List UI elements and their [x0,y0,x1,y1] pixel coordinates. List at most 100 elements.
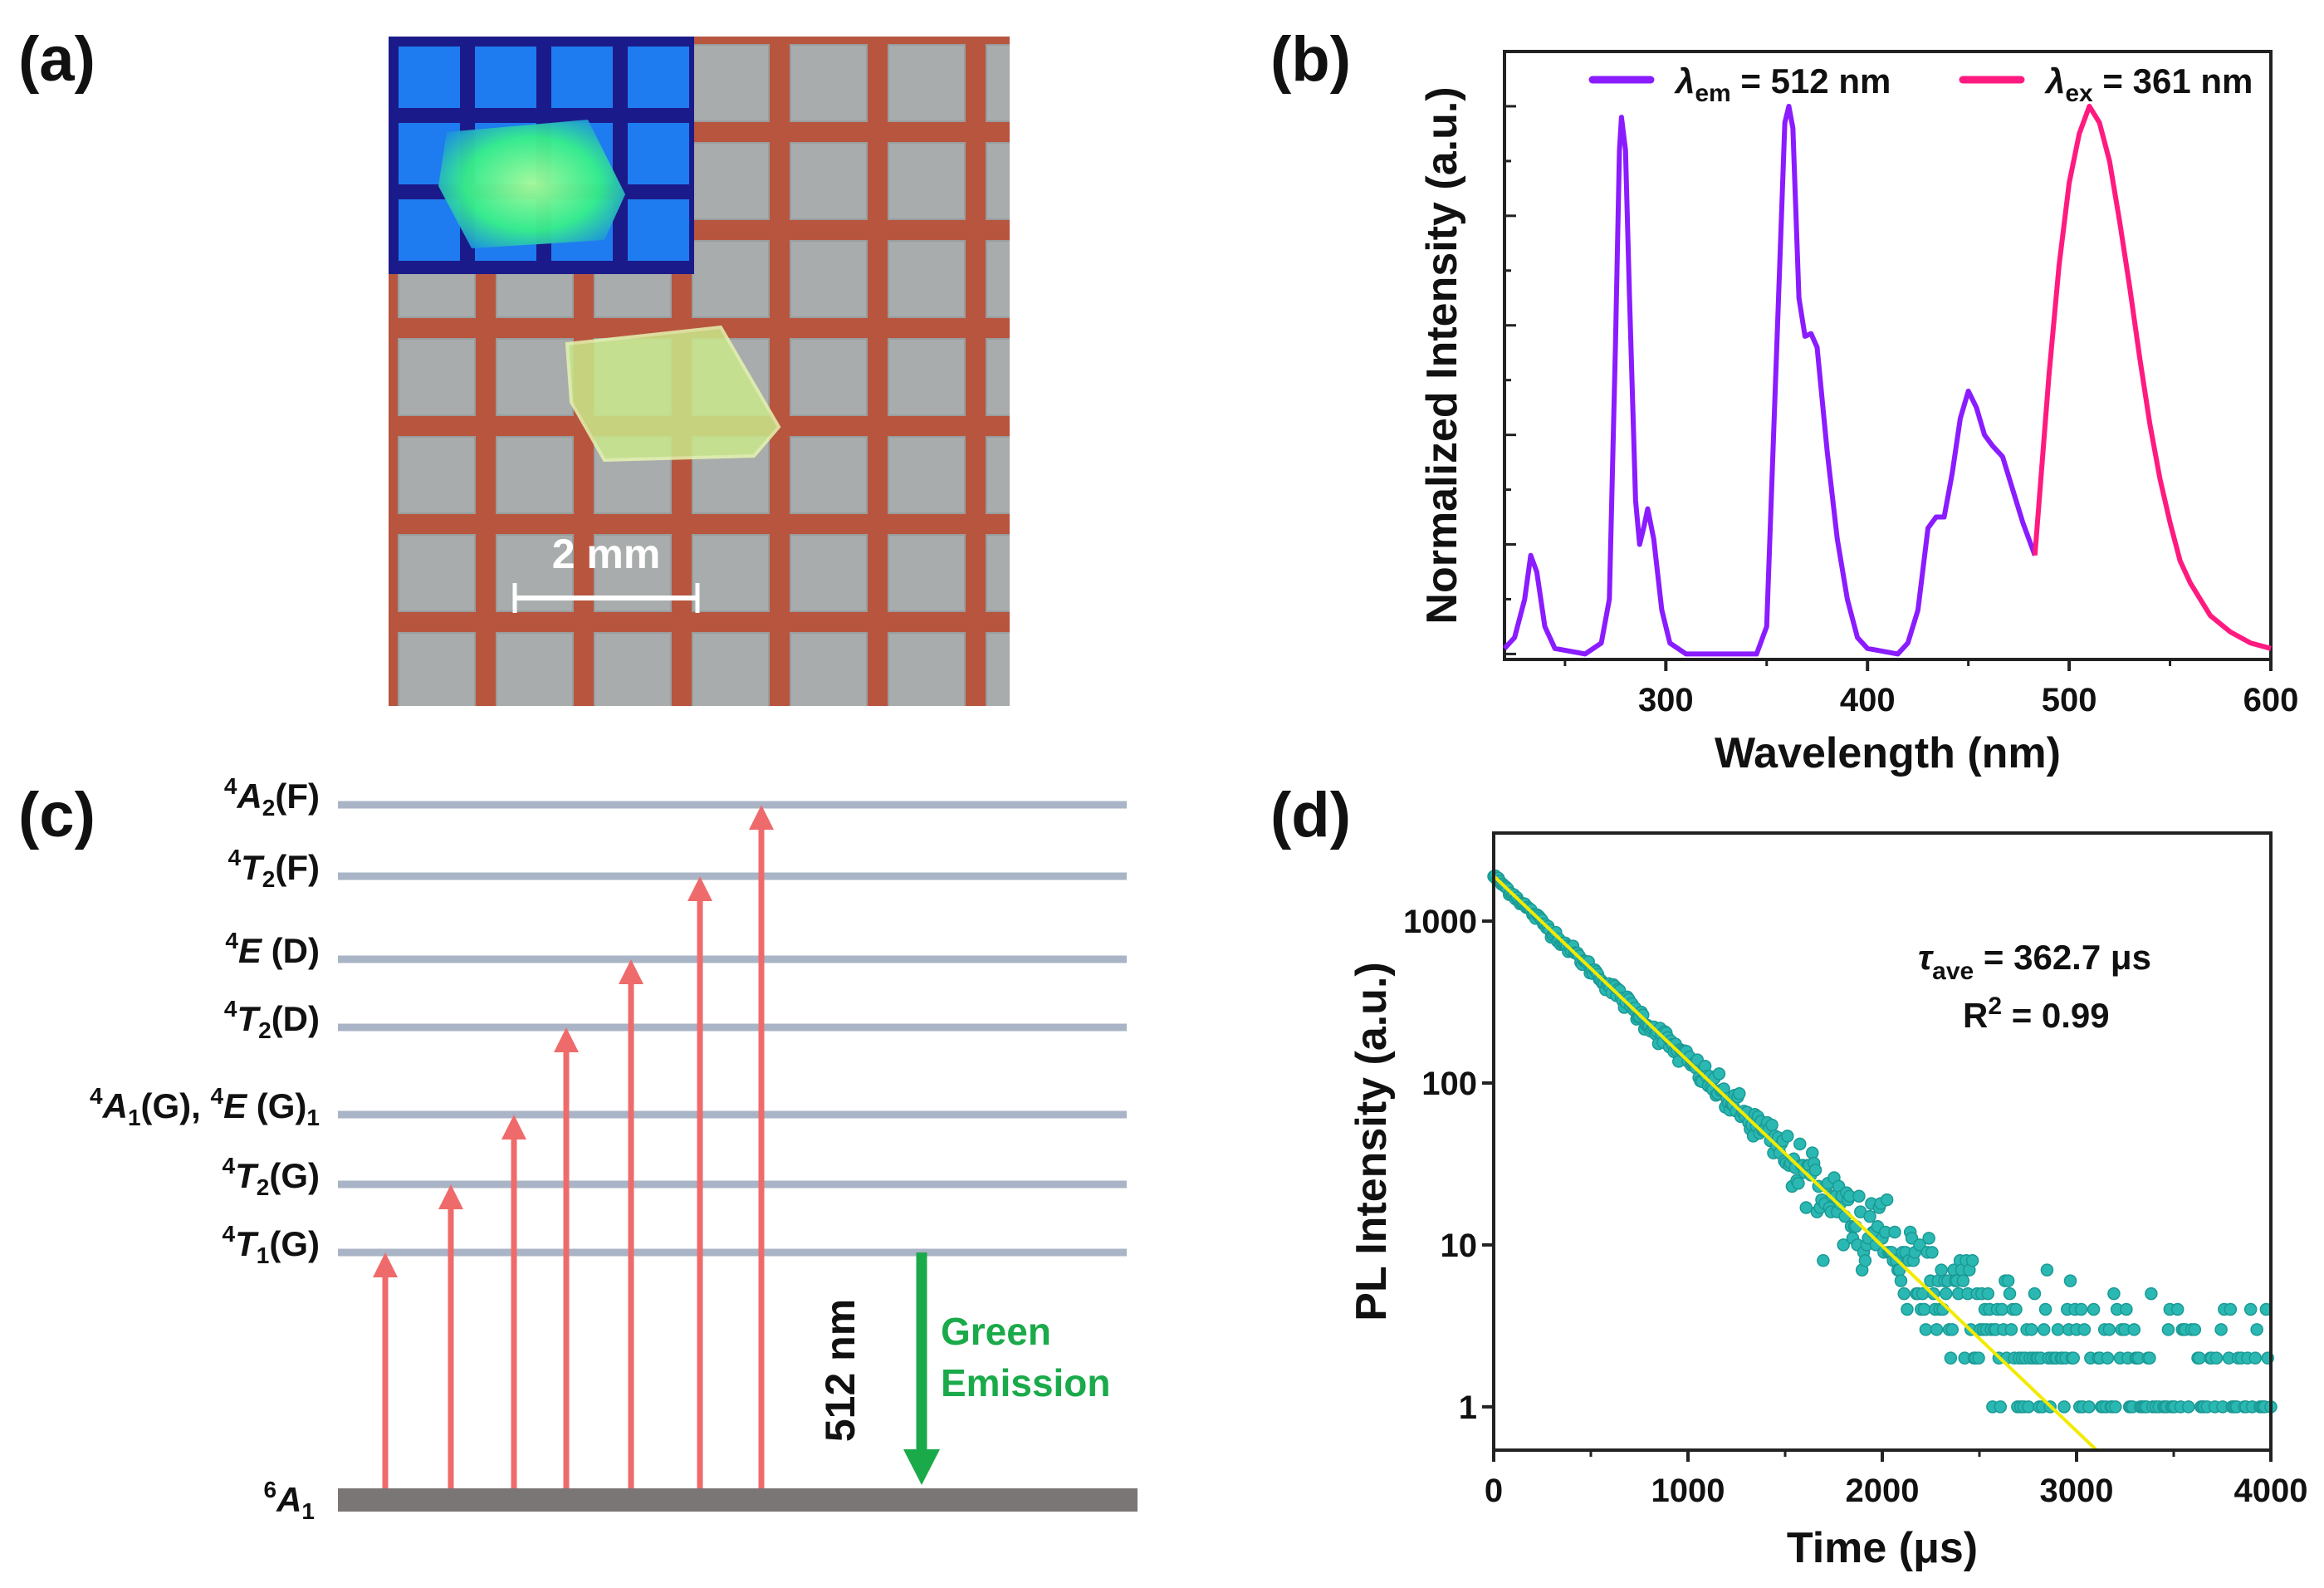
data-point [2038,1302,2052,1316]
data-point [1792,1177,1805,1190]
data-point [1817,1254,1830,1267]
grid-square [398,338,476,416]
series-line-ex [2032,103,2272,651]
level-label-part: 6 [263,1477,277,1502]
level-label-part: T [241,848,262,887]
level-label-part: T [237,999,259,1038]
grid-square [986,534,1010,612]
data-point [1837,1238,1850,1252]
grid-square [986,436,1010,514]
data-point [1981,1287,1995,1301]
grid-square [790,240,868,318]
glowing-crystal [438,120,625,248]
grid-square [692,240,770,318]
data-point [2051,1323,2065,1336]
green-emission-label: Green Emission [941,1306,1111,1409]
level-label-part: A [237,777,262,816]
level-label-part: (G) [269,1224,320,1263]
x-tick-label: 4000 [2234,1473,2308,1509]
data-point [1917,1302,1931,1316]
x-tick-label: 600 [2243,682,2299,718]
grid-square [790,436,868,514]
data-point [2109,1400,2122,1414]
data-point [2009,1302,2023,1316]
scale-bar-label: 2 mm [552,531,661,577]
grid-square [888,632,966,706]
level-label-part: 1 [256,1242,270,1268]
level-label-part: A [276,1480,302,1519]
panel-label-a: (a) [18,24,95,95]
uv-grid-square [551,47,613,108]
data-point [1858,1254,1872,1267]
data-point [2214,1323,2228,1336]
data-point [2120,1302,2133,1316]
level-label-part: (G), [140,1086,211,1125]
level-label-part: E [223,1086,247,1125]
level-label-part: 2 [256,1174,270,1200]
energy-level-label: 4A1(G), 4E (G)1 [90,1083,320,1130]
data-point [2040,1263,2054,1277]
data-point [2001,1274,2015,1287]
level-label-part: 1 [127,1105,141,1130]
grid-square [790,338,868,416]
y-tick-label: 10 [1441,1228,1478,1264]
data-point [2003,1287,2017,1301]
level-label-part: 4 [222,1221,236,1247]
data-point [2087,1302,2101,1316]
emission-label-line2: Emission [941,1361,1111,1404]
data-point [1940,1287,1953,1301]
data-point [2209,1351,2224,1365]
uv-inset [389,37,694,274]
data-point [2004,1323,2018,1336]
data-point [1765,1118,1778,1132]
level-label-part: 4 [90,1083,103,1109]
y-axis-title: PL Intensity (a.u.) [1348,962,1396,1321]
level-label-part: (D) [271,999,320,1038]
data-point [1913,1238,1926,1252]
level-label-part: T [235,1156,257,1195]
x-tick-label: 500 [2042,682,2097,718]
uv-grid-square [399,47,460,108]
x-tick-label: 1000 [1651,1473,1725,1509]
fit-line [1492,875,2097,1451]
data-point [2101,1351,2115,1365]
grid-square [692,534,770,612]
data-point [2143,1351,2156,1365]
grid-square [986,142,1010,220]
level-label-part: 1 [301,1498,315,1524]
data-point [2161,1323,2175,1336]
data-point [1995,1302,2008,1316]
grid-square [986,240,1010,318]
data-point [1781,1130,1794,1143]
data-point [1965,1254,1979,1267]
grid-square [986,632,1010,706]
data-point [2082,1400,2096,1414]
excitation-emission-spectrum: 300 400 500 600 Wavelength (nm) Normalized In… [1418,50,2299,777]
data-point [1808,1164,1823,1177]
level-label-part: 2 [258,1017,272,1043]
grid-square [888,240,966,318]
data-point [2188,1323,2202,1336]
level-label-part: (F) [275,848,320,887]
level-label-part: 1 [306,1105,320,1130]
grid-square [790,534,868,612]
grid-square [790,142,868,220]
level-label-part: (G) [247,1086,307,1125]
y-tick-label: 100 [1421,1066,1477,1102]
tau-annotation: τave = 362.7 μs [1918,938,2151,985]
uv-grid-square [628,123,689,184]
data-point [2107,1287,2121,1301]
data-point [2077,1323,2092,1336]
data-point [1919,1323,1933,1336]
r-squared-annotation: R2 = 0.99 [1963,992,2110,1035]
level-label-part: 4 [223,996,237,1022]
y-tick-label: 1000 [1403,904,1477,940]
data-point [1935,1263,1948,1277]
energy-level-label: 4T2(G) [223,1153,320,1200]
grid-square [888,142,966,220]
data-point [1897,1287,1911,1301]
uv-grid-square [628,47,689,108]
data-point [2127,1323,2141,1336]
x-axis-title: Time (μs) [1787,1524,1978,1572]
level-label-part: 4 [223,773,237,799]
